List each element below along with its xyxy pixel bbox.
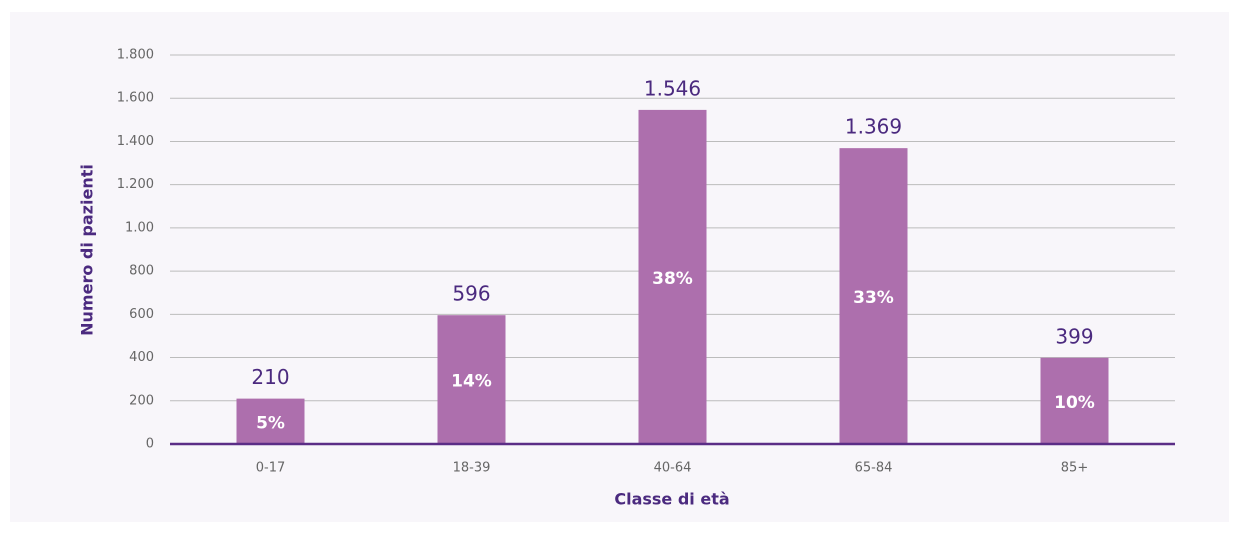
panel (10, 12, 1229, 522)
y-tick-label: 1.00 (125, 220, 154, 235)
y-tick-label: 200 (129, 393, 154, 408)
share-label: 5% (256, 413, 285, 433)
value-label: 210 (251, 365, 289, 389)
share-label: 33% (853, 288, 894, 308)
value-label: 1.546 (644, 76, 701, 100)
y-tick-label: 600 (129, 307, 154, 322)
y-tick-label: 1.400 (117, 134, 154, 149)
y-tick-label: 400 (129, 350, 154, 365)
x-tick-label: 85+ (1061, 461, 1088, 476)
share-label: 38% (652, 269, 693, 289)
bar (1040, 357, 1109, 444)
share-label: 10% (1054, 393, 1095, 413)
x-tick-label: 18-39 (453, 461, 491, 476)
y-axis-title: Numero di pazienti (78, 164, 97, 336)
value-label: 596 (452, 282, 490, 306)
x-tick-label: 65-84 (855, 461, 893, 476)
value-label: 399 (1055, 324, 1093, 348)
bar (839, 148, 908, 444)
y-tick-label: 0 (146, 437, 154, 452)
y-tick-label: 800 (129, 264, 154, 279)
y-tick-label: 1.200 (117, 177, 154, 192)
bar (638, 109, 707, 445)
share-label: 14% (451, 372, 492, 392)
bar (437, 315, 506, 444)
bar (236, 398, 305, 444)
x-tick-label: 40-64 (654, 461, 692, 476)
value-label: 1.369 (845, 115, 902, 139)
y-tick-label: 1.800 (117, 48, 154, 63)
y-tick-label: 1.600 (117, 91, 154, 106)
x-axis-title: Classe di età (614, 490, 729, 509)
x-tick-label: 0-17 (256, 461, 286, 476)
